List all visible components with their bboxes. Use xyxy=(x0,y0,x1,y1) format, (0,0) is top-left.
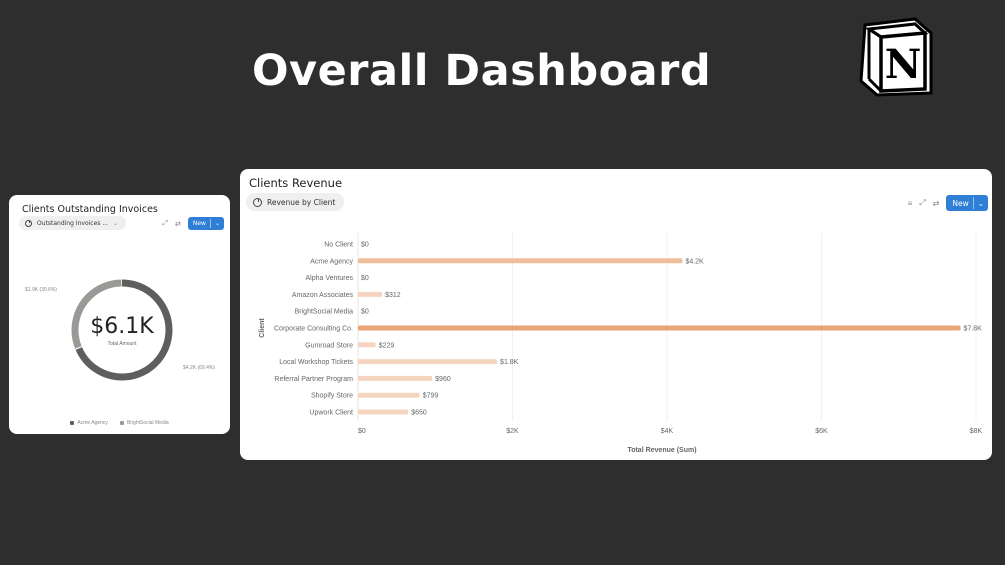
bar-value-label: $0 xyxy=(361,275,369,282)
view-selector[interactable]: Outstanding Invoices ... ⌄ xyxy=(19,216,127,230)
bar[interactable] xyxy=(358,409,409,415)
bar[interactable] xyxy=(358,258,683,264)
y-tick-label: BrightSocial Media xyxy=(295,309,353,316)
x-tick-label: $8K xyxy=(970,428,983,435)
new-button-label: New xyxy=(952,198,969,208)
donut-slice[interactable] xyxy=(71,279,173,381)
settings-sliders-icon[interactable]: ⇄ xyxy=(175,220,181,228)
slice-label-small: $1.9K (30.6%) xyxy=(25,287,57,293)
bar[interactable] xyxy=(358,342,376,348)
pie-chart-icon xyxy=(25,219,32,227)
outstanding-invoices-card: Clients Outstanding Invoices Outstanding… xyxy=(9,195,230,434)
legend-label: BrightSocial Media xyxy=(126,420,169,426)
bar-value-label: $1.8K xyxy=(500,359,519,366)
bar-value-label: $650 xyxy=(411,410,427,417)
x-axis-label: Total Revenue (Sum) xyxy=(627,447,696,454)
new-button[interactable]: New ⌄ xyxy=(946,195,988,211)
chart-toolbar: ≡ ⤢ ⇄ New ⌄ xyxy=(908,195,988,211)
y-tick-label: Alpha Ventures xyxy=(306,275,354,282)
pie-chart-icon xyxy=(253,197,262,207)
bar-value-label: $960 xyxy=(435,376,451,383)
bar[interactable] xyxy=(358,375,433,381)
slice-label-large: $4.2K (69.4%) xyxy=(183,365,215,371)
card-title: Clients Revenue xyxy=(249,176,343,190)
y-tick-label: Referral Partner Program xyxy=(274,376,353,383)
y-tick-label: Shopify Store xyxy=(311,393,353,400)
bar[interactable] xyxy=(358,359,498,365)
legend-swatch xyxy=(119,421,124,425)
y-tick-label: Amazon Associates xyxy=(292,292,354,299)
view-label: Outstanding Invoices ... xyxy=(37,219,109,227)
legend-swatch xyxy=(70,421,75,425)
bar[interactable] xyxy=(358,291,383,297)
y-tick-label: Gumroad Store xyxy=(305,342,353,349)
bar-value-label: $312 xyxy=(385,292,401,299)
donut-total-caption: Total Amount xyxy=(107,340,137,347)
x-tick-label: $4K xyxy=(661,428,674,435)
bar-value-label: $0 xyxy=(361,242,369,249)
donut-slice[interactable] xyxy=(71,279,173,381)
chart-legend: Acme Agency BrightSocial Media xyxy=(9,420,230,426)
y-tick-label: Acme Agency xyxy=(310,258,353,265)
bar-chart: $0 $2K $4K $6K $8K No Client $0 Acme Agency $4.2… xyxy=(259,233,983,454)
y-axis-label: Client xyxy=(259,318,266,338)
view-label: Revenue by Client xyxy=(267,197,336,207)
y-tick-label: Corporate Consulting Co. xyxy=(274,326,353,333)
bar[interactable] xyxy=(358,392,420,398)
bar-value-label: $799 xyxy=(423,393,439,400)
x-tick-label: $0 xyxy=(358,428,366,435)
x-tick-label: $6K xyxy=(815,428,828,435)
expand-icon[interactable]: ⤢ xyxy=(162,219,168,227)
notion-logo-letter: N xyxy=(885,41,922,88)
new-button-label: New xyxy=(192,220,206,227)
legend-label: Acme Agency xyxy=(77,420,108,426)
chevron-down-icon[interactable]: ⌄ xyxy=(977,198,984,208)
card-title: Clients Outstanding Invoices xyxy=(22,204,158,215)
bar-value-label: $7.8K xyxy=(964,326,983,333)
view-selector[interactable]: Revenue by Client xyxy=(246,193,345,211)
bar[interactable] xyxy=(358,325,961,331)
bar-value-label: $4.2K xyxy=(685,258,704,265)
settings-sliders-icon[interactable]: ⇄ xyxy=(932,198,940,208)
new-button[interactable]: New ⌄ xyxy=(187,217,224,230)
donut-total-value: $6.1K xyxy=(90,313,154,339)
chevron-down-icon[interactable]: ⌄ xyxy=(214,220,220,227)
legend-item: Acme Agency xyxy=(70,420,108,426)
bar-value-label: $0 xyxy=(361,309,369,316)
clients-revenue-card: Clients Revenue Revenue by Client ≡ ⤢ ⇄ … xyxy=(240,169,992,460)
donut-chart: $6.1K Total Amount xyxy=(69,277,175,383)
bar-value-label: $229 xyxy=(379,342,395,349)
y-tick-label: Local Workshop Tickets xyxy=(279,359,353,366)
notion-logo: N xyxy=(859,17,933,97)
chevron-down-icon: ⌄ xyxy=(113,219,119,227)
y-tick-label: Upwork Client xyxy=(309,410,353,417)
x-tick-label: $2K xyxy=(506,428,519,435)
legend-item: BrightSocial Media xyxy=(119,420,169,426)
page-title: Overall Dashboard xyxy=(252,46,712,96)
chart-toolbar: ⤢ ⇄ New ⌄ xyxy=(162,217,224,230)
filter-icon[interactable]: ≡ xyxy=(907,198,913,208)
y-tick-label: No Client xyxy=(324,242,353,249)
expand-icon[interactable]: ⤢ xyxy=(919,198,926,207)
